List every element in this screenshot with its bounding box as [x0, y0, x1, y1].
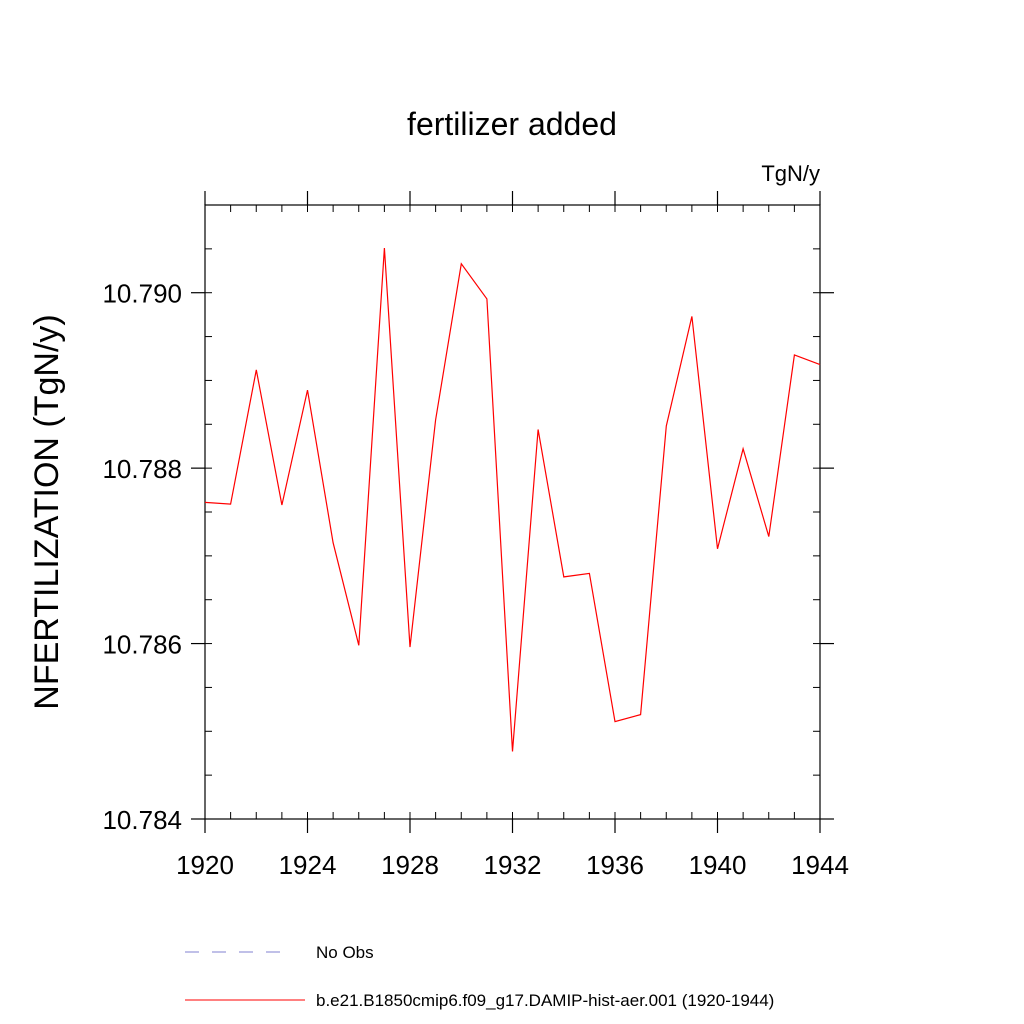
y-tick-label: 10.788	[102, 454, 182, 484]
legend-label: b.e21.B1850cmip6.f09_g17.DAMIP-hist-aer.…	[316, 991, 774, 1010]
units-label: TgN/y	[761, 161, 820, 186]
x-tick-label: 1928	[381, 850, 439, 880]
axis-ticks: 1920 1924 1928 1932 1936 1940 1944 10.784 10.786…	[102, 191, 849, 880]
x-tick-label: 1936	[586, 850, 644, 880]
y-tick-label: 10.790	[102, 279, 182, 309]
series-line	[204, 247, 821, 752]
x-tick-label: 1924	[279, 850, 337, 880]
x-tick-label: 1932	[484, 850, 542, 880]
plot-frame	[204, 204, 821, 820]
legend: No Obs b.e21.B1850cmip6.f09_g17.DAMIP-his…	[185, 943, 774, 1010]
y-tick-label: 10.784	[102, 805, 182, 835]
legend-label: No Obs	[316, 943, 374, 962]
chart-title: fertilizer added	[407, 106, 617, 142]
x-tick-label: 1944	[791, 850, 849, 880]
x-tick-label: 1940	[689, 850, 747, 880]
series-layer	[204, 247, 821, 752]
x-tick-label: 1920	[176, 850, 234, 880]
y-tick-label: 10.786	[102, 630, 182, 660]
y-axis-label: NFERTILIZATION (TgN/y)	[28, 314, 66, 709]
